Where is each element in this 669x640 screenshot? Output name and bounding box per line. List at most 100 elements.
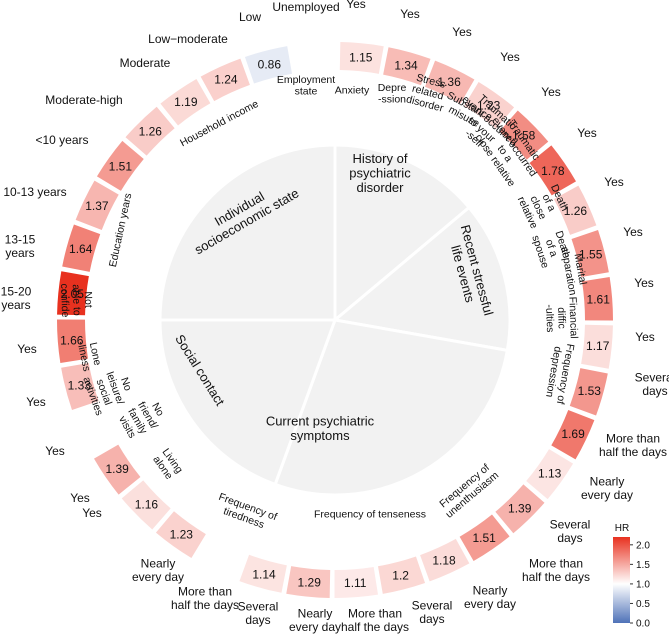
colorbar-tick-label: 1.0 bbox=[636, 579, 650, 590]
hr-value: 1.15 bbox=[349, 50, 373, 64]
hr-cell bbox=[200, 58, 250, 102]
variable-label: Frequency of tenseness bbox=[314, 509, 426, 521]
hr-value: 2.05 bbox=[61, 287, 85, 301]
hr-cell bbox=[75, 180, 119, 231]
domain-wedge bbox=[158, 318, 338, 487]
hr-cell bbox=[569, 368, 608, 416]
category-label: Nearly every day bbox=[464, 583, 516, 610]
category-label: Nearly every day bbox=[132, 556, 184, 583]
category-label: Yes bbox=[82, 506, 102, 520]
hr-cell bbox=[155, 511, 206, 559]
hr-cell bbox=[383, 47, 431, 86]
hr-cell bbox=[121, 480, 171, 530]
hr-value: 1.26 bbox=[139, 124, 163, 138]
category-label: Yes bbox=[623, 225, 643, 239]
hr-value: 1.69 bbox=[561, 427, 585, 441]
hr-cell bbox=[499, 110, 549, 160]
hr-cell bbox=[239, 554, 287, 593]
category-label: 10-13 years bbox=[3, 185, 66, 199]
variable-label: Depre -ssion bbox=[378, 82, 407, 106]
hr-cell bbox=[286, 566, 331, 598]
hr-cell bbox=[244, 46, 293, 84]
variable-label: Deathof aspouse bbox=[529, 227, 573, 270]
category-label: Yes bbox=[500, 50, 520, 64]
colorbar-tick-label: 0.5 bbox=[636, 599, 650, 610]
hr-value: 1.17 bbox=[586, 339, 610, 353]
category-label: Moderate-high bbox=[45, 93, 122, 107]
category-label: Nearly every day bbox=[289, 606, 341, 633]
category-label: Unemployed bbox=[272, 0, 339, 14]
domain-wedge bbox=[273, 318, 510, 497]
hr-value: 1.66 bbox=[60, 333, 84, 347]
hr-cell bbox=[581, 276, 613, 321]
hr-cell bbox=[57, 319, 89, 364]
hr-colorbar: HR 0.0 0.5 1.0 1.5 2.0 bbox=[613, 523, 650, 630]
hr-value: 1.39 bbox=[508, 502, 532, 516]
variable-label: Deathof acloserelative bbox=[515, 180, 572, 231]
variable-label: Nofriend/familyvisits bbox=[115, 394, 171, 443]
category-label: Yes bbox=[45, 444, 65, 458]
variable-label: Noleisure/socialactivities bbox=[80, 363, 138, 417]
domain-wedge bbox=[158, 143, 337, 322]
hr-cell bbox=[334, 566, 379, 598]
hr-cell bbox=[94, 444, 141, 495]
hr-value: 1.26 bbox=[564, 204, 588, 218]
category-label: 13-15 years bbox=[5, 232, 36, 259]
category-label: 15-20 years bbox=[1, 284, 32, 311]
hr-value: 1.14 bbox=[252, 567, 276, 581]
category-label: Low−moderate bbox=[148, 32, 228, 46]
variable-label: Employment state bbox=[277, 74, 335, 98]
colorbar-title: HR bbox=[615, 523, 629, 534]
category-label: Yes bbox=[26, 395, 46, 409]
hr-cell bbox=[62, 224, 101, 272]
domain-label: History of psychiatric disorder bbox=[349, 151, 411, 195]
category-label: Low bbox=[239, 10, 261, 24]
hr-value: 1.23 bbox=[170, 528, 194, 542]
category-label: Yes bbox=[604, 175, 624, 189]
colorbar-gradient bbox=[613, 537, 630, 623]
variable-label: Anxiety bbox=[335, 85, 370, 97]
hr-value: 1.18 bbox=[432, 553, 456, 567]
hr-cell bbox=[526, 449, 574, 500]
hr-cell bbox=[57, 271, 89, 316]
category-label: <10 years bbox=[35, 133, 88, 147]
hr-value: 1.61 bbox=[587, 293, 611, 307]
category-label: Yes bbox=[452, 25, 472, 39]
category-label: More than half the days bbox=[341, 606, 409, 633]
hr-cell bbox=[160, 79, 211, 126]
category-label: Yes bbox=[17, 342, 37, 356]
category-label: Yes bbox=[400, 7, 420, 21]
hr-value: 1.53 bbox=[578, 384, 602, 398]
hr-value: 0.86 bbox=[258, 57, 282, 71]
hr-cell bbox=[125, 106, 175, 156]
hr-cell bbox=[581, 324, 613, 369]
hr-cell bbox=[571, 229, 609, 278]
hr-cell bbox=[495, 484, 545, 534]
domain-wedge bbox=[333, 143, 472, 324]
hr-value: 1.29 bbox=[298, 576, 322, 590]
colorbar-ticks: 0.0 0.5 1.0 1.5 2.0 bbox=[630, 540, 650, 630]
category-label: Nearly every day bbox=[581, 474, 633, 501]
variable-label: Stressrelateddisorder bbox=[405, 71, 451, 115]
category-label: More than half the days bbox=[171, 584, 239, 611]
hr-value: 1.78 bbox=[541, 164, 565, 178]
hr-cell bbox=[73, 405, 117, 455]
variable-label: Frequency ofdepression bbox=[542, 341, 576, 406]
hr-value: 1.36 bbox=[437, 75, 461, 89]
hr-value: 1.58 bbox=[512, 128, 536, 142]
hr-cell bbox=[420, 538, 470, 582]
category-label: More than half the days bbox=[522, 556, 590, 583]
variable-label: Frequency oftiredness bbox=[213, 491, 279, 534]
hr-cell bbox=[551, 409, 595, 460]
hr-cell bbox=[553, 185, 597, 235]
hr-value: 1.2 bbox=[392, 569, 409, 583]
category-label: Yes bbox=[70, 491, 90, 505]
hr-cell bbox=[339, 42, 384, 74]
category-label: Yes bbox=[346, 0, 366, 11]
hr-value: 1.13 bbox=[538, 467, 562, 481]
